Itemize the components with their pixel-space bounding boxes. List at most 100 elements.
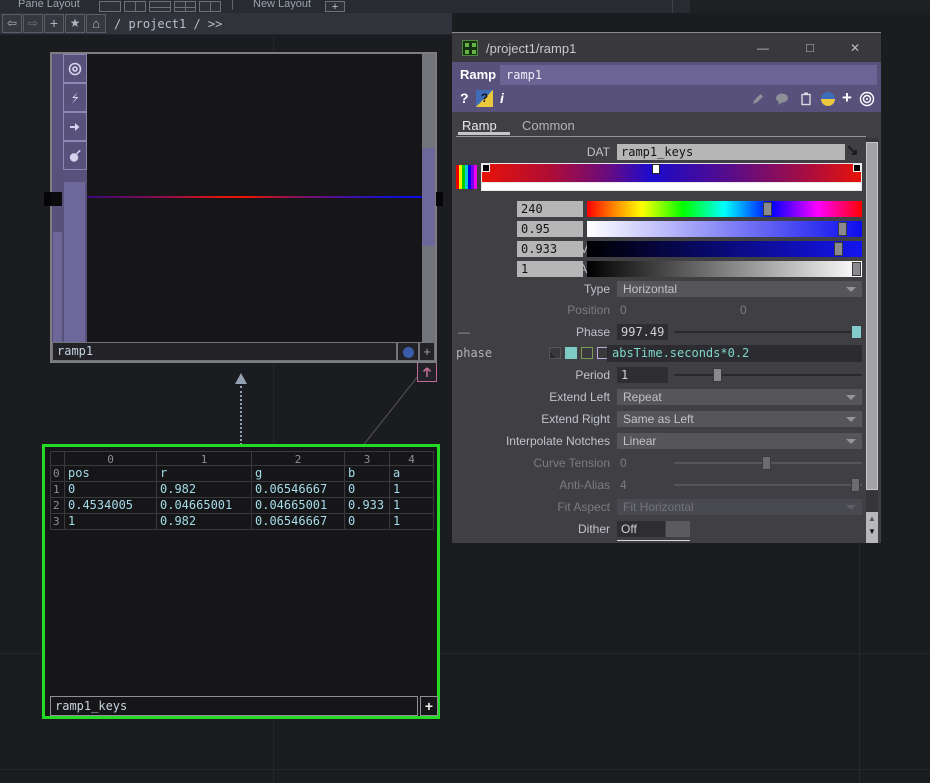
parameter-target-icon[interactable] [859, 91, 875, 107]
dialog-scrollbar[interactable]: ▲ ▼ [866, 138, 878, 543]
table-cell[interactable]: pos [65, 466, 157, 482]
table-node-name-field[interactable]: ramp1_keys [50, 696, 418, 716]
network-breadcrumb[interactable]: / project1 / >> [114, 17, 223, 31]
table-cell[interactable]: 1 [390, 498, 434, 514]
alpha-value-field[interactable]: 1 [517, 261, 583, 277]
ramp-alpha-strip[interactable] [481, 183, 862, 191]
table-cell[interactable]: r [157, 466, 252, 482]
display-toggle-button[interactable] [397, 342, 419, 361]
slider-handle[interactable] [851, 325, 862, 339]
row-header[interactable]: 1 [50, 482, 65, 498]
add-parameter-button[interactable]: + [842, 88, 852, 108]
period-slider[interactable] [674, 368, 862, 382]
table-cell[interactable]: 0.933 [345, 498, 390, 514]
value-value-field[interactable]: 0.933 [517, 241, 583, 257]
back-button[interactable]: ⇦ [2, 14, 22, 33]
table-cell[interactable]: 0 [65, 482, 157, 498]
top-input-connector[interactable] [44, 192, 51, 206]
pane-layout-hsplit-button[interactable] [149, 1, 171, 12]
phase-value-field[interactable]: 997.49 [617, 324, 668, 340]
python-help-button[interactable]: ? [476, 90, 493, 107]
bookmark-button[interactable]: ★ [65, 14, 85, 33]
table-cell[interactable]: 0.982 [157, 482, 252, 498]
slider-handle[interactable] [852, 262, 861, 276]
scroll-up-button[interactable]: ▲ [868, 514, 876, 523]
dat-value-field[interactable]: ramp1_keys [617, 144, 845, 160]
extend-right-dropdown[interactable]: Same as Left [617, 411, 862, 427]
table-cell[interactable]: 0.4534005 [65, 498, 157, 514]
ramp-key-marker[interactable] [853, 164, 861, 172]
alpha-slider[interactable] [587, 261, 862, 277]
ramp-node-name-field[interactable]: ramp1 [52, 342, 397, 361]
pane-layout-vsplit-button[interactable] [124, 1, 146, 12]
edit-expressions-icon[interactable] [750, 91, 766, 107]
slider-handle[interactable] [763, 202, 772, 216]
table-cell[interactable]: 0.982 [157, 514, 252, 530]
table-cell[interactable]: b [345, 466, 390, 482]
table-cell[interactable]: 0.06546667 [252, 514, 345, 530]
row-header[interactable]: 0 [50, 466, 65, 482]
slider-handle[interactable] [834, 242, 843, 256]
pane-layout-quad-button[interactable] [199, 1, 221, 12]
viewer-flag-button[interactable] [63, 54, 87, 83]
table-cell[interactable]: 0.06546667 [252, 482, 345, 498]
cook-flag-button[interactable] [63, 83, 87, 112]
table-cell[interactable]: 0 [345, 514, 390, 530]
row-header[interactable]: 3 [50, 514, 65, 530]
bypass-flag-button[interactable] [63, 112, 87, 141]
palette-icon[interactable] [456, 165, 477, 189]
copy-parameters-icon[interactable] [798, 91, 814, 107]
phase-slider[interactable] [674, 325, 862, 339]
scrollbar-thumb[interactable] [866, 142, 878, 490]
help-button[interactable]: ? [460, 90, 469, 106]
dialog-title-bar[interactable]: /project1/ramp1 — □ ✕ [452, 32, 881, 62]
new-layout-add-button[interactable]: + [325, 1, 345, 13]
maximize-button[interactable]: □ [799, 39, 821, 57]
wire-dotted-reference[interactable] [240, 386, 242, 445]
pane-layout-threepane-button[interactable] [174, 1, 196, 12]
add-pane-button[interactable]: + [44, 14, 64, 33]
slider-handle[interactable] [713, 368, 722, 382]
dither-toggle[interactable] [666, 521, 690, 537]
scroll-down-button[interactable]: ▼ [868, 527, 876, 536]
saturation-slider[interactable] [587, 221, 862, 237]
table-cell[interactable]: 1 [65, 514, 157, 530]
ramp-key-marker[interactable] [482, 164, 490, 172]
slider-handle[interactable] [838, 222, 847, 236]
tab-ramp[interactable]: Ramp [462, 118, 497, 133]
value-slider[interactable] [587, 241, 862, 257]
forward-button[interactable]: ⇨ [23, 14, 43, 33]
column-header[interactable]: 4 [390, 451, 434, 466]
table-cell[interactable]: a [390, 466, 434, 482]
phase-expression-field[interactable]: absTime.seconds*0.2 [607, 345, 862, 362]
lock-flag-button[interactable] [63, 141, 87, 170]
input-connector-notch[interactable] [51, 192, 62, 206]
column-header[interactable]: 0 [65, 451, 157, 466]
mode-constant-button[interactable] [549, 347, 561, 359]
ramp-node-expand-button[interactable]: + [419, 342, 435, 361]
minimize-button[interactable]: — [752, 39, 774, 57]
comment-icon[interactable] [774, 91, 790, 107]
ramp-key-marker-selected[interactable] [652, 164, 660, 174]
ladder-handle[interactable]: — [458, 325, 470, 339]
table-node-expand-button[interactable]: + [420, 696, 438, 716]
row-header[interactable]: 2 [50, 498, 65, 514]
dat-jump-arrow-icon[interactable]: ↘ [846, 142, 859, 159]
python-mode-icon[interactable] [820, 91, 836, 107]
table-dat-node[interactable]: 0 1 2 3 4 0 pos r g b a 1 0 0.982 0.0654… [42, 444, 440, 719]
table-cell[interactable]: 0 [345, 482, 390, 498]
hue-slider[interactable] [587, 201, 862, 217]
close-button[interactable]: ✕ [844, 39, 866, 57]
dock-indicator-button[interactable] [417, 362, 437, 382]
tab-common[interactable]: Common [522, 118, 575, 133]
column-header[interactable]: 2 [252, 451, 345, 466]
type-dropdown[interactable]: Horizontal [617, 281, 862, 297]
mode-expression-button[interactable] [565, 347, 577, 359]
pane-layout-single-button[interactable] [99, 1, 121, 12]
interpolate-dropdown[interactable]: Linear [617, 433, 862, 449]
table-cell[interactable]: 0.04665001 [252, 498, 345, 514]
ramp-gradient-editor[interactable] [481, 163, 862, 183]
top-viewer-canvas[interactable] [87, 54, 422, 342]
sat-value-field[interactable]: 0.95 [517, 221, 583, 237]
extend-left-dropdown[interactable]: Repeat [617, 389, 862, 405]
